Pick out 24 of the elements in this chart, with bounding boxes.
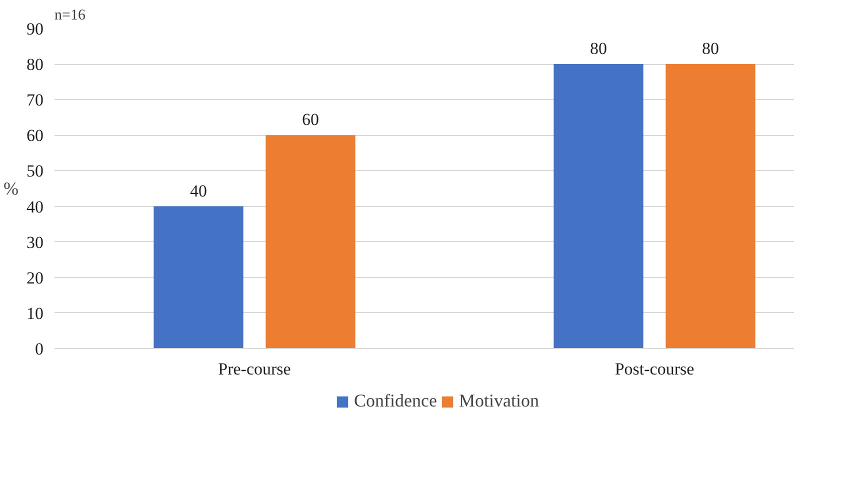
data-label: 80 xyxy=(590,39,607,58)
data-label: 60 xyxy=(302,110,319,130)
y-tick-label: 80 xyxy=(26,55,44,74)
bar xyxy=(154,206,244,348)
x-tick-label: Post-course xyxy=(614,360,694,378)
bar xyxy=(266,135,356,348)
y-tick-label: 60 xyxy=(26,126,44,146)
data-label: 80 xyxy=(702,39,719,58)
y-tick-label: 20 xyxy=(26,268,44,288)
bar xyxy=(554,64,644,348)
x-tick-label: Pre-course xyxy=(218,360,291,378)
legend-label: Motivation xyxy=(458,390,539,412)
data-label: 40 xyxy=(190,181,207,200)
y-tick-label: 10 xyxy=(26,304,44,323)
y-tick-label: 50 xyxy=(26,162,44,181)
y-tick-label: 30 xyxy=(26,232,44,252)
bar xyxy=(666,64,756,348)
y-tick-label: 90 xyxy=(26,20,44,38)
y-tick-label: 40 xyxy=(26,197,44,216)
text: n=16 xyxy=(54,8,86,24)
legend-label: Confidence xyxy=(354,390,437,412)
y-tick-label: 0 xyxy=(35,340,44,358)
y-axis-title: % xyxy=(4,178,19,198)
y-tick-label: 70 xyxy=(26,90,44,110)
